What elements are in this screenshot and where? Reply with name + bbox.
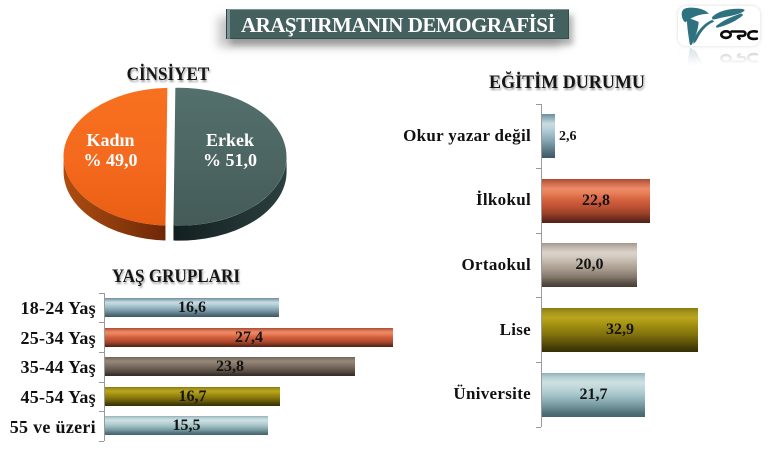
svg-text:% 51,0: % 51,0 bbox=[203, 150, 257, 170]
svg-text:Kadın: Kadın bbox=[86, 130, 134, 150]
svg-text:Erkek: Erkek bbox=[206, 130, 254, 150]
svg-text:% 49,0: % 49,0 bbox=[84, 150, 138, 170]
